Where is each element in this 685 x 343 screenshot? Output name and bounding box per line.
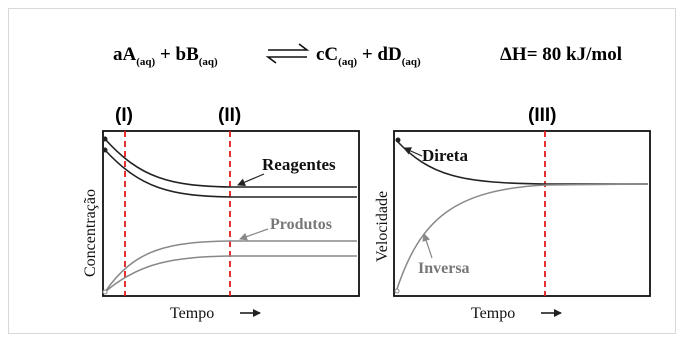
reagentes-pointer-arrow-icon (237, 173, 265, 186)
marker-I: (I) (115, 105, 133, 126)
subscript-aq: (aq) (338, 56, 357, 68)
velocity-y-axis-label: Velocidade (374, 191, 391, 262)
inversa-pointer-arrow-icon (422, 233, 433, 259)
concentration-y-axis-label: Concentração (82, 189, 99, 277)
reaction-equation: aA(aq) + bB(aq) cC(aq) + dD(aq) ΔH= 80 k… (113, 44, 622, 68)
produtos-pointer-arrow-icon (239, 228, 269, 241)
reactant-a: aA (113, 44, 137, 65)
equation-products: cC(aq) + dD(aq) (316, 44, 421, 68)
velocity-plot-box (393, 130, 651, 297)
concentration-panel: Reagentes Produtos Concentração Tempo (82, 130, 360, 322)
reagentes-label: Reagentes (262, 155, 336, 174)
product-d: + dD (357, 44, 402, 65)
subscript-aq: (aq) (199, 56, 218, 68)
subscript-aq: (aq) (402, 56, 421, 68)
equation-text: aA(aq) + bB(aq) (113, 44, 218, 68)
marker-II: (II) (218, 105, 241, 126)
reagent-start-dot (102, 136, 108, 142)
inverse-rate-curve (395, 183, 649, 293)
produtos-label: Produtos (270, 216, 332, 233)
figure-frame (8, 8, 676, 334)
time-x-axis-label-right: Tempo (471, 305, 515, 322)
time-x-axis-label-left: Tempo (170, 305, 214, 322)
concentration-plot-box (102, 130, 360, 297)
marker-III: (III) (528, 105, 557, 126)
direct-start-dot (395, 137, 401, 143)
direta-pointer-arrow-icon (403, 147, 423, 157)
enthalpy-text: ΔH= 80 kJ/mol (500, 44, 622, 65)
velocity-panel: Direta Inversa Velocidade Tempo (374, 130, 651, 322)
inversa-label: Inversa (418, 260, 470, 277)
inverse-start-dot (394, 288, 400, 294)
product-c: cC (316, 44, 338, 65)
subscript-aq: (aq) (136, 56, 155, 68)
direta-label: Direta (422, 146, 468, 165)
reagent-curve-1 (104, 138, 357, 188)
product-curve-2 (104, 255, 357, 293)
reagent-start-dot (102, 147, 108, 153)
product-curve-1 (104, 240, 357, 293)
equilibrium-arrows-icon (265, 43, 310, 64)
product-start-dot (102, 289, 108, 295)
reagent-curve-2 (104, 149, 357, 198)
reactant-b: + bB (155, 44, 199, 65)
